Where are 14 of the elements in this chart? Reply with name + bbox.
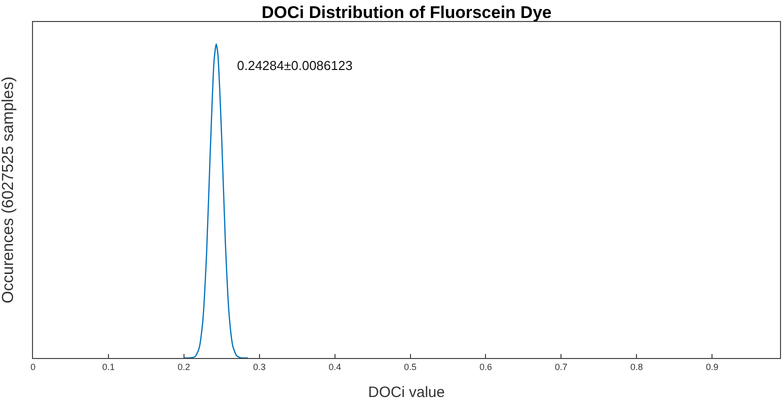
x-axis-title: DOCi value [368, 384, 445, 401]
annotation: 0.24284±0.0086123 [237, 58, 353, 73]
chart-title: DOCi Distribution of Fluorscein Dye [262, 2, 552, 22]
x-tick-label: 0.1 [102, 362, 115, 372]
x-tick-label: 0.7 [554, 362, 568, 372]
x-tick-label: 0.5 [404, 362, 417, 372]
x-tick-label: 0.6 [479, 362, 492, 372]
x-tick-label: 0.8 [630, 362, 643, 372]
x-tick-label: 0.4 [328, 362, 342, 372]
x-tick-label: 0.9 [706, 362, 718, 372]
x-tick-label: 0 [30, 362, 36, 372]
x-tick-label: 0.3 [253, 362, 266, 372]
x-tick-label: 0.2 [178, 362, 190, 372]
y-axis-title: Occurences (6027525 samples) [0, 76, 17, 304]
